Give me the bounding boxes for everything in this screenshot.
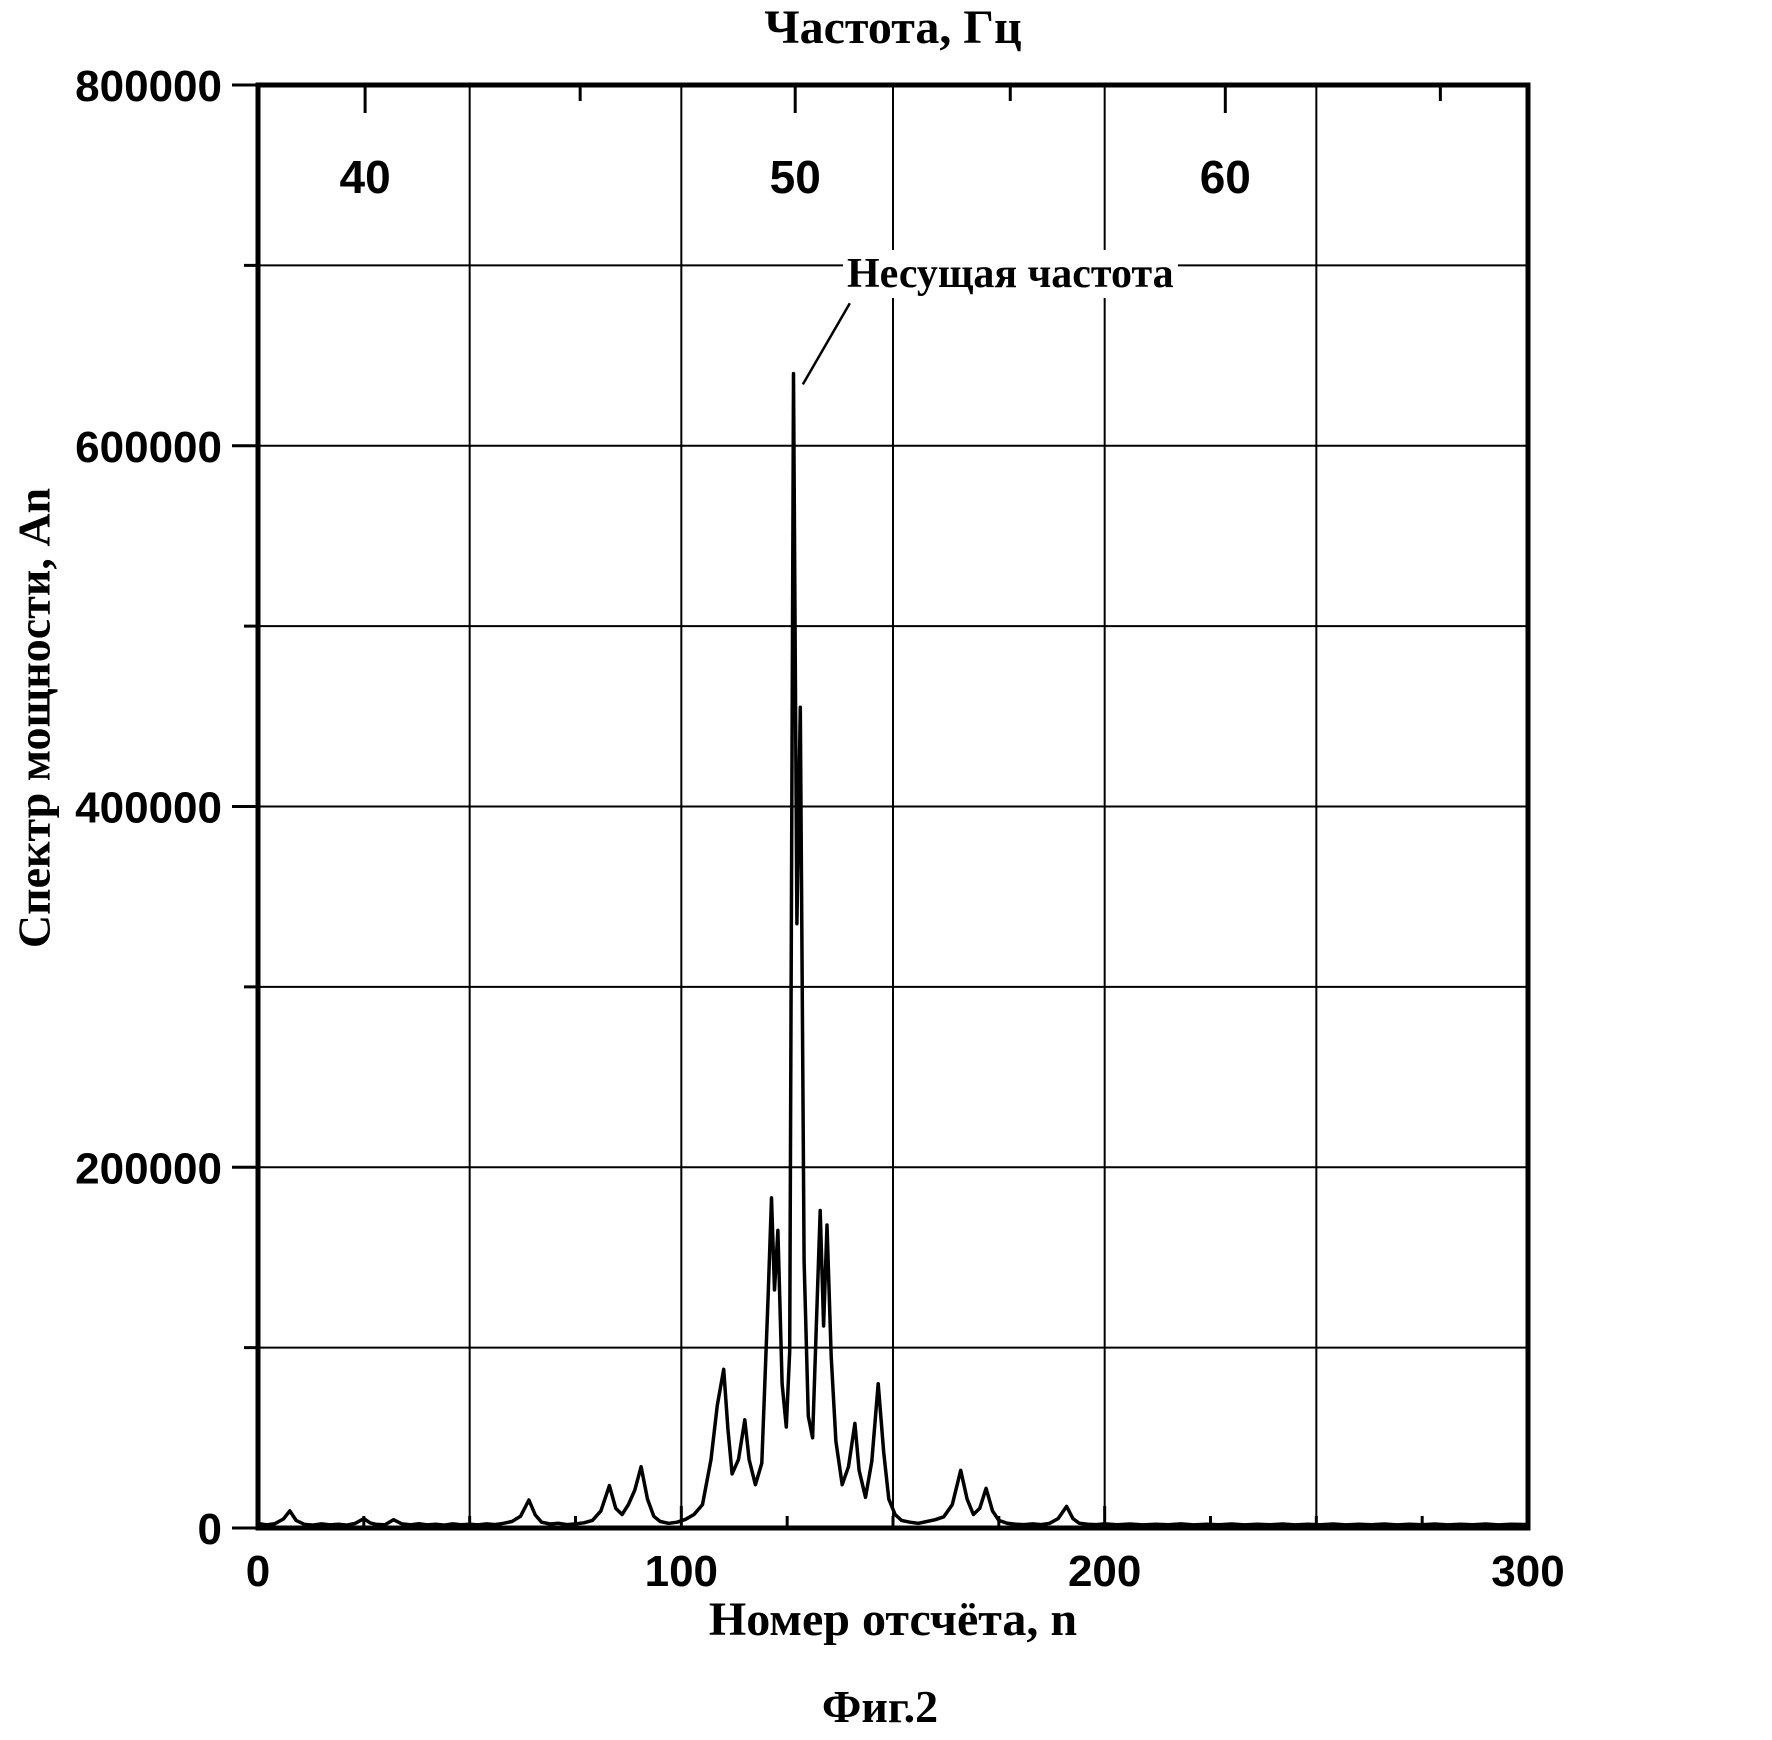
- top-axis-title: Частота, Гц: [764, 1, 1022, 54]
- y-tick-label: 600000: [75, 423, 222, 472]
- carrier-frequency-annotation: Несущая частота: [843, 250, 1178, 298]
- x-axis-title: Номер отсчёта, n: [708, 1593, 1078, 1646]
- annotation-leader-line: [801, 302, 851, 386]
- y-tick-label: 0: [198, 1505, 222, 1554]
- top-tick-label: 50: [770, 151, 821, 203]
- x-tick-label: 100: [645, 1547, 718, 1596]
- x-tick-label: 0: [246, 1547, 270, 1596]
- top-tick-label: 40: [340, 151, 391, 203]
- x-tick-label: 200: [1068, 1547, 1141, 1596]
- y-tick-label: 400000: [75, 784, 222, 833]
- figure-caption: Фиг.2: [821, 1681, 939, 1732]
- y-axis-title: Спектр мощности, An: [8, 487, 60, 949]
- y-tick-label: 200000: [75, 1144, 222, 1193]
- power-spectrum-curve: [256, 371, 1530, 1527]
- top-tick-label: 60: [1200, 151, 1251, 203]
- x-tick-label: 300: [1491, 1547, 1564, 1596]
- y-tick-label: 800000: [75, 62, 222, 111]
